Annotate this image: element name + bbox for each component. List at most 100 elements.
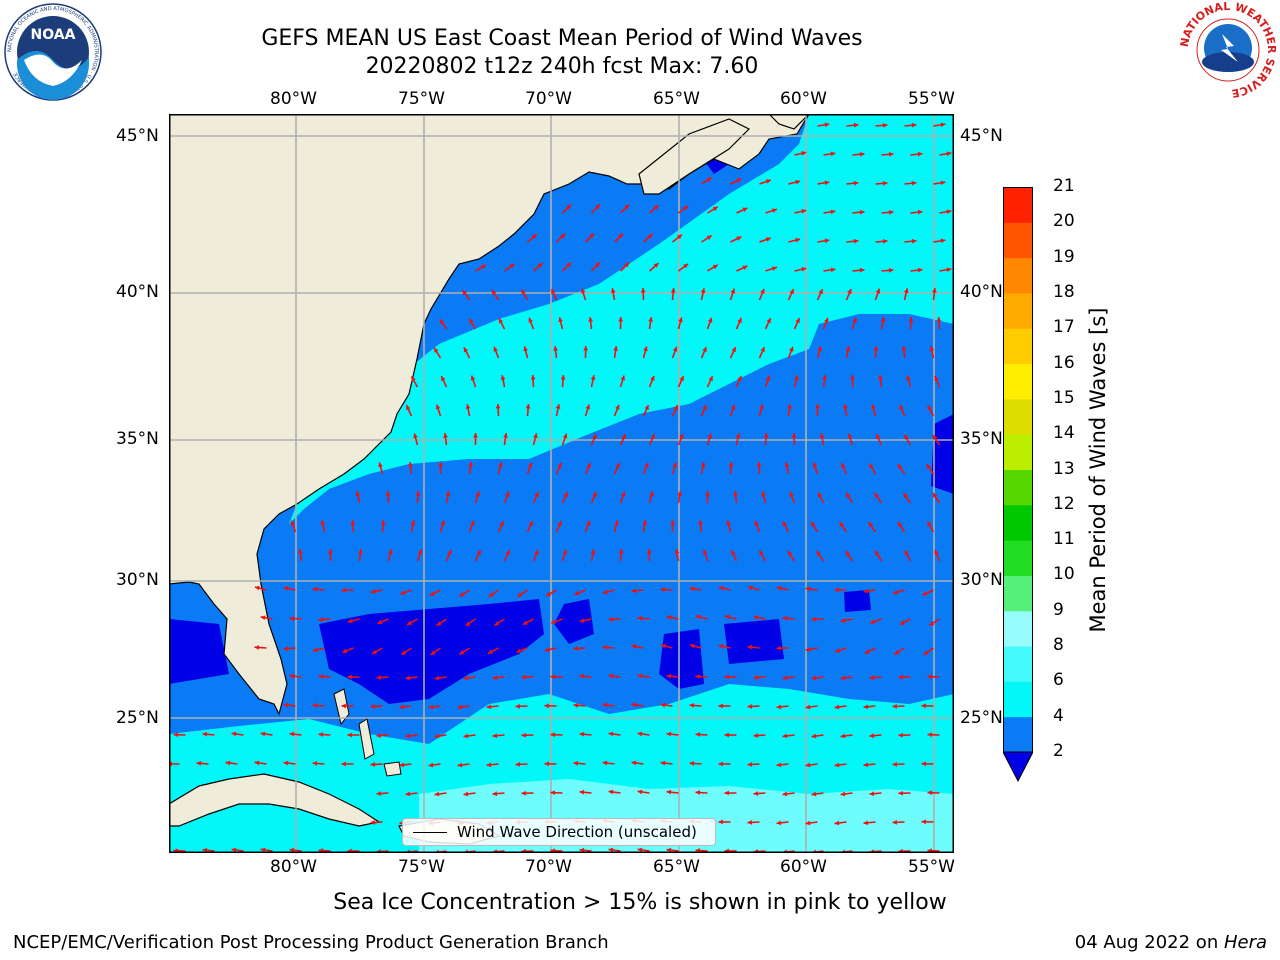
wave-direction-arrowhead: [546, 591, 552, 596]
wave-direction-arrowhead: [892, 703, 897, 709]
wave-direction-arrowhead: [521, 289, 526, 295]
wave-direction-arrowhead: [787, 550, 793, 556]
wave-direction-arrowhead: [875, 550, 880, 556]
wave-direction-arrowhead: [499, 521, 504, 527]
colorbar-segment: [1003, 504, 1033, 541]
wave-direction-arrowhead: [811, 616, 816, 622]
wave-period-lt2-patch: [659, 629, 704, 689]
wave-direction-arrowhead: [503, 433, 508, 438]
wave-direction-arrowhead: [811, 675, 817, 681]
wave-direction-arrowhead: [643, 346, 648, 352]
wave-direction-arrowhead: [486, 704, 492, 710]
wave-direction-arrowhead: [871, 404, 876, 410]
wave-direction-arrowhead: [897, 521, 903, 527]
wave-direction-arrowhead: [863, 704, 869, 710]
wave-direction-arrowhead: [400, 590, 406, 595]
wave-direction-arrowhead: [917, 151, 923, 157]
wave-direction-arrowhead: [897, 464, 903, 469]
wave-direction-arrowhead: [527, 462, 533, 468]
colorbar-segment: [1003, 575, 1033, 612]
wave-direction-arrowhead: [487, 649, 493, 654]
wave-direction-arrowhead: [926, 464, 932, 470]
wave-direction-arrowhead: [531, 234, 537, 239]
wave-direction-arrowhead: [608, 731, 614, 737]
lon-label-top: 65°W: [653, 89, 700, 109]
wave-direction-arrowhead: [666, 789, 672, 795]
wave-direction-arrowhead: [405, 733, 411, 739]
wave-direction-arrowhead: [614, 520, 619, 526]
credit-text: NCEP/EMC/Verification Post Processing Pr…: [13, 932, 609, 953]
wave-direction-arrowhead: [706, 235, 712, 240]
wave-direction-arrowhead: [562, 433, 568, 439]
lon-label-top: 70°W: [525, 89, 572, 109]
wave-direction-arrowhead: [509, 263, 515, 269]
wave-direction-arrowhead: [378, 462, 383, 468]
wave-direction-arrowhead: [847, 288, 852, 294]
wave-direction-arrowhead: [776, 762, 782, 768]
wave-direction-arrowhead: [225, 760, 231, 766]
wave-direction-arrowhead: [863, 588, 869, 594]
wave-direction-arrowhead: [376, 675, 382, 680]
wave-direction-arrowhead: [528, 521, 533, 527]
wave-direction-arrowhead: [679, 433, 684, 439]
lon-label-bottom: 65°W: [653, 857, 700, 877]
wave-direction-arrowhead: [679, 376, 684, 382]
wave-direction-arrowhead: [523, 346, 528, 352]
wave-direction-arrowhead: [847, 433, 853, 439]
wave-direction-arrowhead: [376, 733, 382, 738]
wave-direction-arrowhead: [417, 549, 423, 555]
sea-ice-note: Sea Ice Concentration > 15% is shown in …: [333, 890, 947, 915]
wave-direction-arrowhead: [202, 847, 208, 853]
wave-direction-arrowhead: [761, 491, 766, 497]
wave-direction-arrowhead: [724, 732, 729, 738]
wave-direction-arrowhead: [702, 347, 707, 352]
wave-direction-arrowhead: [289, 616, 295, 621]
wave-direction-arrowhead: [753, 791, 759, 796]
wave-direction-arrowhead: [795, 318, 800, 324]
wave-direction-arrowhead: [553, 346, 559, 351]
wave-direction-arrowhead: [370, 589, 376, 594]
wave-direction-arrowhead: [385, 491, 391, 496]
wave-direction-arrowhead: [869, 675, 875, 681]
wave-direction-arrowhead: [735, 433, 741, 439]
noaa-logo-text: NOAA: [31, 27, 76, 43]
wave-direction-arrowhead: [712, 206, 718, 212]
wave-direction-arrowhead: [911, 180, 917, 186]
wave-direction-arrowhead: [470, 375, 476, 381]
wave-direction-arrowhead: [347, 674, 352, 680]
wave-direction-arrowhead: [903, 288, 909, 294]
wave-direction-arrowhead: [579, 673, 585, 679]
wave-direction-arrowhead: [922, 591, 928, 596]
wave-direction-arrowhead: [868, 522, 874, 528]
wave-direction-arrowhead: [463, 791, 469, 797]
map-panel: [169, 114, 954, 853]
wave-direction-arrowhead: [574, 590, 580, 596]
wave-direction-arrowhead: [853, 122, 859, 128]
wave-direction-arrowhead: [637, 731, 643, 737]
wave-direction-arrowhead: [318, 732, 324, 737]
wave-direction-arrowhead: [845, 551, 851, 557]
wave-direction-arrowhead: [747, 644, 753, 650]
wave-direction-arrowhead: [462, 290, 468, 296]
wind-wave-direction-arrows: [169, 122, 952, 853]
wave-direction-arrowhead: [670, 520, 676, 525]
wave-direction-arrowhead: [434, 791, 440, 797]
wave-direction-arrowhead: [911, 122, 917, 128]
wave-direction-arrowhead: [839, 522, 845, 528]
wave-direction-arrowhead: [408, 462, 413, 467]
wave-direction-arrowhead: [759, 404, 764, 410]
wave-direction-arrowhead: [653, 205, 659, 210]
wave-direction-arrowhead: [615, 463, 620, 469]
wave-direction-arrowhead: [640, 288, 646, 293]
wave-direction-arrowhead: [888, 209, 894, 215]
wave-direction-arrowhead: [438, 462, 443, 467]
wave-direction-arrowhead: [706, 177, 712, 182]
wave-direction-arrowhead: [765, 375, 771, 381]
wave-direction-arrowhead: [566, 204, 572, 210]
wave-direction-arrowhead: [875, 288, 881, 294]
wave-direction-arrowhead: [689, 643, 695, 649]
wave-direction-arrowhead: [760, 288, 765, 294]
lon-label-top: 75°W: [398, 89, 445, 109]
lon-label-top: 60°W: [780, 89, 827, 109]
wave-direction-arrowhead: [677, 234, 682, 240]
